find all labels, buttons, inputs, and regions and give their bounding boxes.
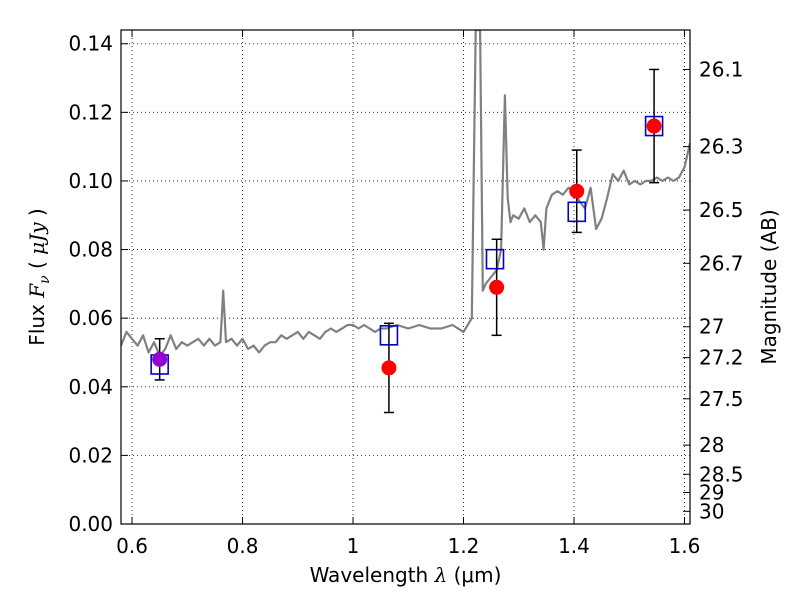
model-square (567, 201, 587, 223)
observed-point (152, 351, 168, 367)
plot-frame (120, 29, 691, 525)
y-axis-label-unit: μJy (25, 222, 49, 255)
model-square (485, 248, 505, 270)
x-axis-label: Wavelength λ (μm) (310, 563, 502, 587)
y-tick-label: 0.12 (68, 100, 113, 124)
y-tick-label: 0.02 (68, 443, 113, 467)
y-tick-label: 0.14 (68, 32, 113, 56)
x-tick-label: 1.6 (669, 534, 701, 558)
right-tick-label: 26.7 (699, 251, 744, 275)
right-tick-label: 26.3 (699, 135, 744, 159)
x-axis-label-unit: (μm) (447, 563, 501, 587)
x-tick-label: 1.4 (558, 534, 590, 558)
axes-frame (120, 29, 691, 525)
y-axis-label-paren-open: ( (25, 255, 49, 276)
right-axis-label: Magnitude (AB) (757, 209, 781, 364)
x-tick-label: 0.6 (116, 534, 148, 558)
observed-point (381, 360, 397, 376)
right-tick-label: 27.5 (699, 387, 744, 411)
errorbar-layer (154, 68, 660, 414)
model-square (644, 115, 664, 137)
y-axis-label-paren-close: ) (25, 208, 49, 222)
y-tick-label: 0.00 (68, 512, 113, 536)
x-tick-label: 1.2 (448, 534, 480, 558)
observed-points-layer (152, 118, 662, 376)
y-axis-label: Flux Fν ( μJy ) (25, 208, 53, 345)
model-squares-layer (150, 115, 664, 375)
right-tick-label: 30 (699, 499, 724, 523)
y-tick-label: 0.10 (68, 169, 113, 193)
right-tick-label: 27 (699, 315, 724, 339)
right-tick-label: 26.5 (699, 198, 744, 222)
y-tick-label: 0.06 (68, 306, 113, 330)
right-tick-label: 28 (699, 433, 724, 457)
x-axis-label-prefix: Wavelength (310, 563, 435, 587)
grid (121, 30, 690, 525)
observed-point (646, 118, 662, 134)
x-tick-label: 0.8 (227, 534, 259, 558)
right-tick-label: 26.1 (699, 57, 744, 81)
observed-point (569, 183, 585, 199)
spectrum-layer (121, 30, 690, 357)
observed-point (489, 279, 505, 295)
y-axis-label-subscript: ν (37, 275, 53, 284)
spectrum-line (121, 30, 690, 357)
y-axis-label-symbol: F (25, 283, 49, 299)
right-tick-label: 29 (699, 480, 724, 504)
y-tick-label: 0.08 (68, 238, 113, 262)
y-tick-label: 0.04 (68, 375, 113, 399)
ticks: 0.6 0.8 1 1.2 1.4 1.6 0.00 0.02 0.04 0.06 0.08 0.10… (68, 30, 744, 558)
y-axis-label-prefix: Flux (25, 298, 49, 346)
right-tick-label: 28.5 (699, 462, 744, 486)
model-square (379, 325, 399, 346)
x-axis-label-symbol: λ (434, 563, 448, 587)
x-tick-label: 1 (347, 534, 360, 558)
right-tick-label: 27.2 (699, 346, 744, 370)
